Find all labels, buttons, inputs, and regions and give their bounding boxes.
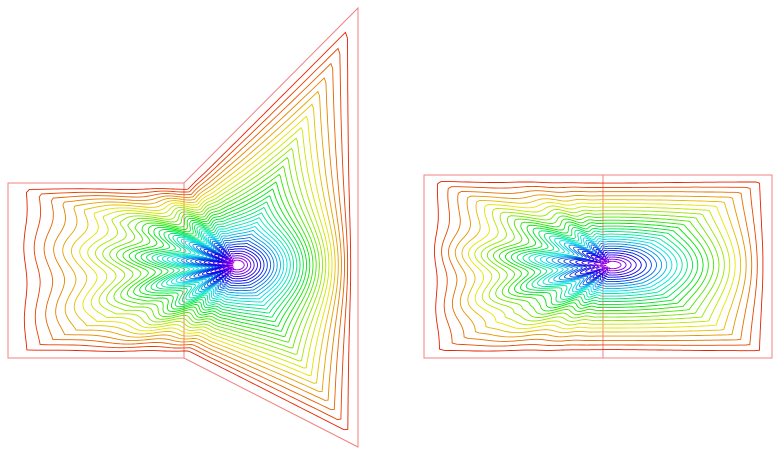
left-contour: [208, 250, 258, 280]
left-contour: [53, 77, 342, 401]
left-contour: [203, 248, 262, 282]
right-contour: [599, 260, 622, 270]
left-contour: [199, 245, 265, 284]
left-contour: [128, 181, 311, 332]
left-contour: [116, 165, 317, 343]
left-contour: [171, 225, 285, 300]
left-contour: [156, 212, 295, 310]
left-contour: [176, 229, 281, 297]
left-contour: [109, 156, 320, 349]
left-contour: [23, 31, 352, 431]
right-contour: [434, 181, 764, 352]
right-contour: [510, 224, 699, 306]
right-contour: [551, 242, 663, 288]
right-contour: [461, 198, 742, 334]
right-contour: [569, 249, 647, 281]
left-contour: [151, 206, 298, 314]
right-contour: [486, 212, 720, 319]
left-contour: [161, 217, 291, 306]
left-contour: [70, 103, 336, 384]
right-contour: [448, 190, 753, 342]
left-contour: [33, 47, 349, 420]
right-contour: [593, 258, 627, 272]
right-contour: [522, 229, 688, 301]
right-contour: [480, 209, 725, 322]
left-contour: [190, 240, 272, 289]
right-contour: [499, 218, 709, 312]
left-contour: [122, 173, 314, 337]
right-domain-outline: [423, 174, 773, 359]
right-contour: [516, 227, 694, 303]
left-contour: [79, 115, 333, 376]
right-contour: [587, 255, 632, 275]
right-contour: [493, 215, 715, 316]
left-contour: [146, 201, 301, 318]
left-contour: [194, 243, 268, 287]
left-contour: [180, 233, 278, 294]
right-contour: [557, 244, 657, 286]
left-contour: [94, 137, 327, 362]
right-contour: [528, 232, 683, 298]
left-contour: [43, 62, 345, 411]
right-contour: [468, 202, 736, 330]
right-contour: [581, 253, 637, 277]
right-contour: [563, 246, 652, 283]
right-contour: [474, 205, 731, 326]
right-contour: [441, 185, 758, 347]
right-contour: [454, 194, 747, 338]
left-contour: [166, 221, 288, 303]
left-contour: [102, 147, 324, 355]
right-contour: [505, 221, 704, 309]
right-contour: [575, 251, 642, 279]
right-contour: [545, 239, 668, 290]
left-contour: [185, 236, 275, 292]
left-contour: [134, 188, 307, 327]
left-contour: [62, 90, 339, 393]
left-contour: [140, 195, 304, 323]
right-contour: [540, 237, 673, 293]
left-contour: [87, 126, 330, 369]
right-contour: [534, 234, 678, 295]
